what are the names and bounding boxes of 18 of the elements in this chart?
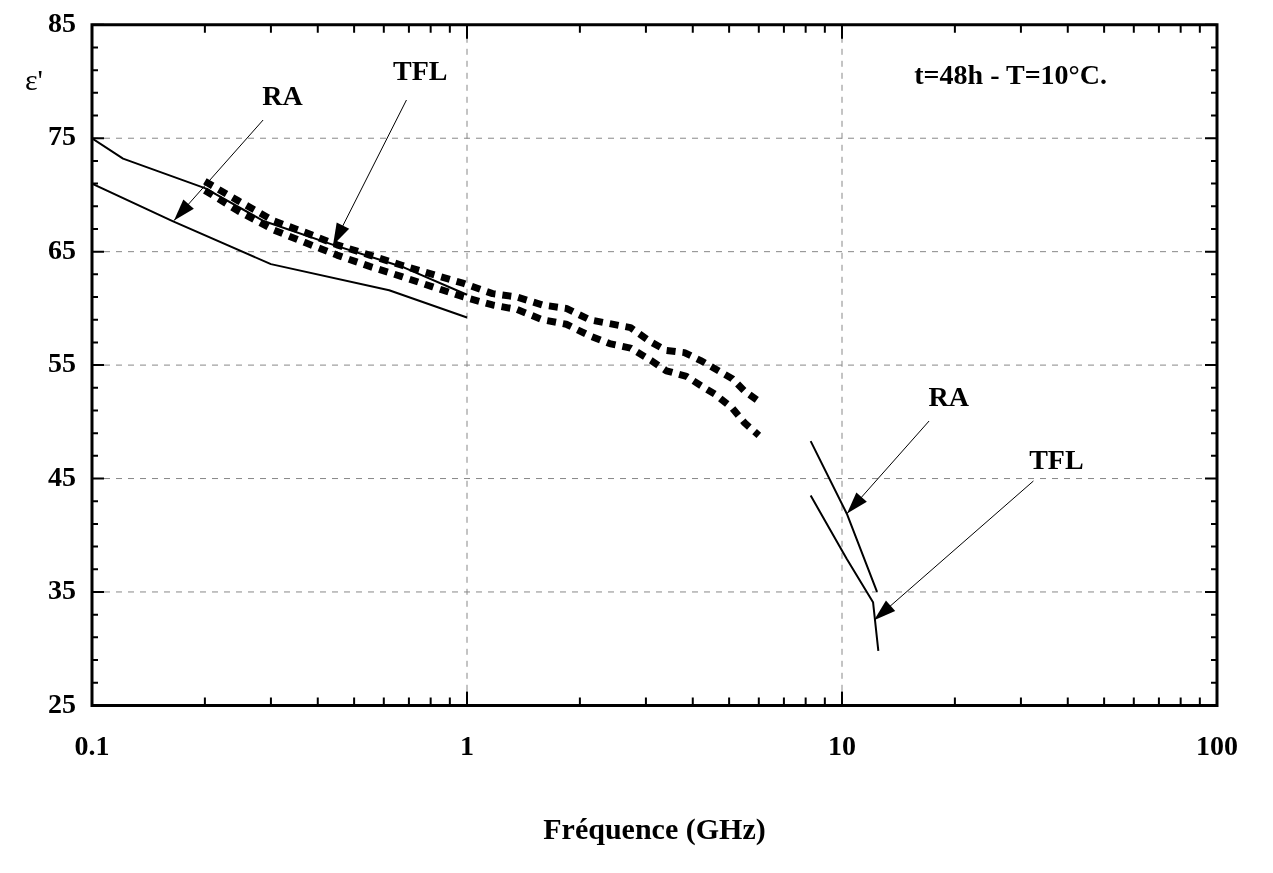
x-axis-title: Fréquence (GHz) xyxy=(543,811,766,846)
y-tick-label: 85 xyxy=(48,7,76,39)
annotation: TFL xyxy=(393,55,448,87)
y-tick-label: 35 xyxy=(48,574,76,606)
y-axis-title: ε' xyxy=(24,62,44,96)
x-tick-label: 10 xyxy=(828,730,856,762)
x-tick-label: 1 xyxy=(460,730,474,762)
y-tick-label: 75 xyxy=(48,120,76,152)
y-tick-label: 65 xyxy=(48,233,76,265)
annotation: RA xyxy=(928,380,970,412)
annotation: TFL xyxy=(1029,443,1084,475)
y-tick-label: 55 xyxy=(48,347,76,379)
x-tick-label: 0.1 xyxy=(74,730,110,762)
y-tick-label: 45 xyxy=(48,460,76,492)
x-tick-label: 100 xyxy=(1196,730,1238,762)
annotation: t=48h - T=10°C. xyxy=(914,59,1107,91)
y-tick-label: 25 xyxy=(48,687,76,719)
annotation: RA xyxy=(262,80,304,112)
